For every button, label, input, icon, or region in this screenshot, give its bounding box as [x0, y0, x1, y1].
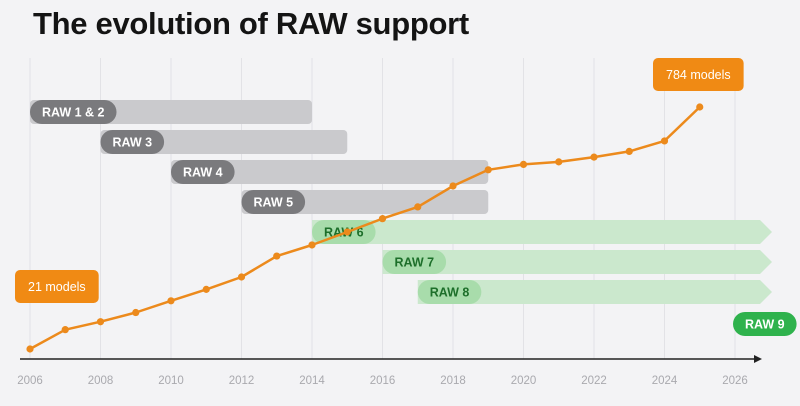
data-point-2006: [26, 345, 34, 353]
x-tick-label-2026: 2026: [722, 375, 748, 387]
raw-7-label: RAW 7: [395, 256, 435, 270]
21-models-callout-label: 21 models: [28, 280, 86, 294]
data-point-2011: [202, 285, 210, 293]
x-tick-label-2020: 2020: [511, 375, 537, 387]
x-tick-label-2014: 2014: [299, 375, 325, 387]
x-tick-label-2006: 2006: [17, 375, 43, 387]
raw-1-2-pill: [30, 100, 117, 124]
raw-4-pill: [171, 160, 235, 184]
data-point-2017: [414, 203, 422, 211]
784-models-callout-label: 784 models: [666, 68, 731, 82]
x-tick-label-2022: 2022: [581, 375, 607, 387]
784-models-callout: [653, 58, 744, 91]
raw-5-pill: [241, 190, 306, 214]
raw-7-bar: [382, 250, 772, 274]
raw-3-label: RAW 3: [113, 136, 153, 150]
raw-9-pill: [733, 312, 797, 336]
page-title: The evolution of RAW support: [33, 6, 469, 41]
data-point-2010: [167, 297, 175, 305]
models-line: [28, 105, 702, 351]
data-point-2014: [308, 241, 316, 249]
data-point-2024: [660, 137, 669, 145]
data-point-2012: [237, 273, 246, 281]
x-tick-label-2008: 2008: [88, 375, 114, 387]
callouts: 21 models 784 models: [15, 58, 744, 303]
raw-7-pill: [382, 250, 447, 274]
x-tick-label-2012: 2012: [229, 375, 255, 387]
raw-8-label: RAW 8: [430, 286, 470, 300]
data-point-2018: [449, 182, 457, 190]
21-models-callout: [15, 270, 99, 303]
raw-8-bar: [417, 280, 772, 304]
data-point-2013: [273, 252, 281, 260]
data-point-2009: [132, 308, 140, 317]
x-tick-label-2010: 2010: [158, 375, 184, 387]
raw-6-bar: [312, 220, 772, 244]
data-point-2021: [555, 158, 563, 166]
data-point-2022: [590, 153, 598, 161]
x-tick-label-2024: 2024: [652, 375, 678, 387]
data-point-2007: [61, 326, 69, 334]
raw-4-label: RAW 4: [183, 166, 223, 180]
data-point-2023: [625, 147, 633, 156]
data-point-2019: [484, 166, 492, 174]
raw-3-pill: [100, 130, 165, 154]
x-tick-label-2018: 2018: [440, 375, 466, 387]
data-point-2020: [519, 160, 528, 169]
raw-4-bar: [171, 160, 489, 184]
raw-5-label: RAW 5: [254, 196, 294, 210]
models-line-series: [26, 103, 704, 353]
raw-1-2-label: RAW 1 & 2: [42, 106, 105, 120]
x-tick-label-2016: 2016: [370, 375, 396, 387]
x-axis: 2006 2008 2010 2012 2014 2016 2018 2020 2022 2024…: [17, 355, 762, 387]
data-point-2016: [378, 215, 387, 223]
raw-8-pill: [417, 280, 482, 304]
data-point-2025: [696, 103, 704, 111]
raw-9-label: RAW 9: [745, 318, 785, 332]
data-point-2015: [343, 228, 351, 236]
data-point-2008: [96, 318, 105, 326]
x-axis-arrow: [754, 355, 762, 363]
